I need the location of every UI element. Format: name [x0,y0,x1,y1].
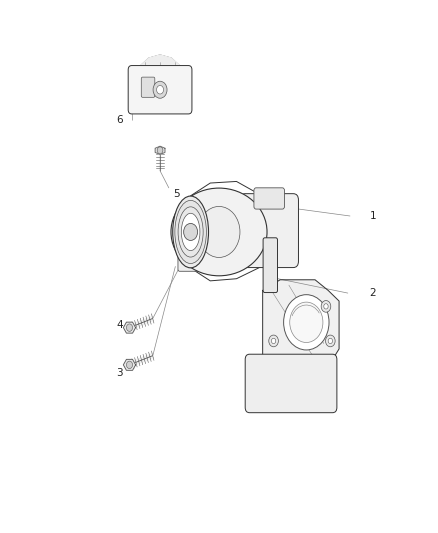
Ellipse shape [175,200,206,263]
Circle shape [157,147,163,154]
Text: 5: 5 [173,189,180,199]
Circle shape [290,302,323,343]
Circle shape [325,335,335,347]
Circle shape [324,304,328,309]
FancyBboxPatch shape [240,193,298,268]
Ellipse shape [181,213,200,251]
Circle shape [198,206,240,257]
Text: 4: 4 [117,320,123,330]
Text: 6: 6 [117,115,123,125]
Circle shape [321,301,331,312]
Ellipse shape [178,207,203,257]
Circle shape [284,295,329,350]
Circle shape [272,338,276,344]
Text: 2: 2 [370,288,376,298]
FancyBboxPatch shape [254,188,285,209]
FancyBboxPatch shape [178,246,199,271]
Circle shape [328,338,332,344]
FancyBboxPatch shape [263,238,278,293]
Polygon shape [124,322,136,333]
Polygon shape [124,359,136,370]
Circle shape [184,223,198,240]
Ellipse shape [173,196,208,268]
Circle shape [127,361,133,368]
Polygon shape [155,146,165,155]
FancyBboxPatch shape [245,354,337,413]
Circle shape [156,85,163,94]
Polygon shape [263,280,339,360]
Text: 3: 3 [117,368,123,378]
Polygon shape [136,55,184,70]
Text: 1: 1 [370,211,376,221]
Circle shape [127,324,133,332]
Circle shape [153,81,167,98]
Circle shape [269,335,279,347]
FancyBboxPatch shape [128,66,192,114]
Ellipse shape [171,188,267,276]
FancyBboxPatch shape [141,77,155,98]
